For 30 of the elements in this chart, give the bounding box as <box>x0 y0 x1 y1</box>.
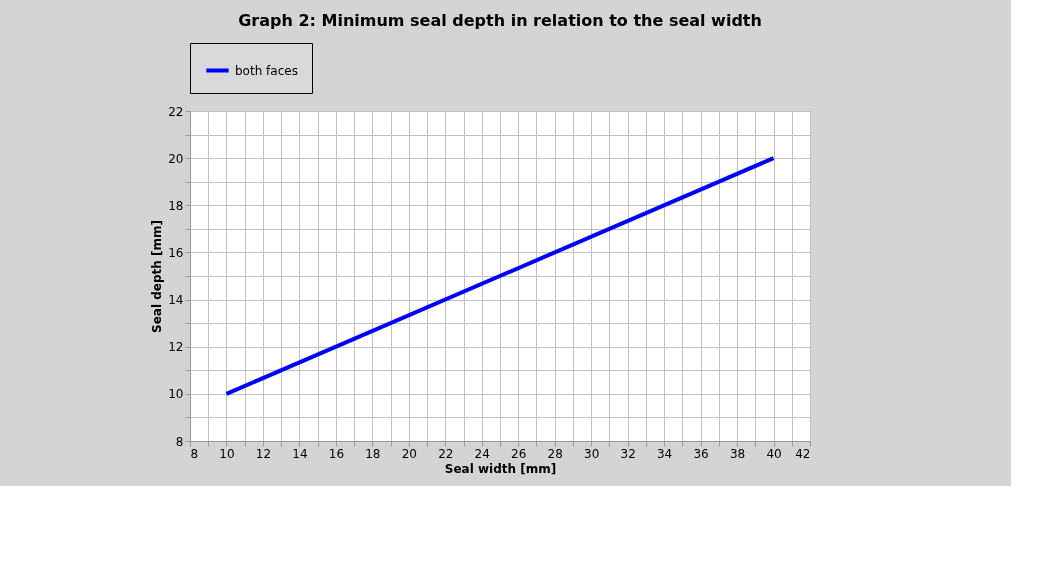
y-axis-title: Seal depth [mm] <box>150 220 165 333</box>
y-tick-label: 14 <box>168 293 184 308</box>
x-tick-label: 34 <box>656 446 673 461</box>
x-tick-label: 30 <box>584 446 600 461</box>
legend-label: both faces <box>235 63 298 78</box>
y-tick-label: 22 <box>168 104 184 119</box>
x-tick-label: 24 <box>474 446 490 461</box>
x-tick-label: 8 <box>190 446 199 461</box>
y-tick-label: 16 <box>168 245 184 260</box>
x-tick-label: 36 <box>693 446 709 461</box>
chart-title: Graph 2: Minimum seal depth in relation to the seal width <box>238 10 762 30</box>
y-tick-label: 12 <box>168 340 184 355</box>
x-tick-label: 10 <box>219 446 235 461</box>
y-tick-label: 20 <box>168 151 184 166</box>
x-tick-label: 22 <box>438 446 454 461</box>
x-tick-label: 14 <box>292 446 308 461</box>
x-tick-label: 18 <box>365 446 381 461</box>
x-tick-label: 32 <box>620 446 636 461</box>
y-tick-label: 18 <box>168 198 184 213</box>
x-tick-label: 42 <box>795 446 811 461</box>
y-tick-label: 10 <box>168 387 184 402</box>
y-tick-label: 8 <box>175 434 184 449</box>
x-tick-label: 40 <box>766 446 782 461</box>
x-tick-label: 26 <box>511 446 527 461</box>
x-tick-label: 38 <box>729 446 746 461</box>
x-tick-label: 28 <box>547 446 563 461</box>
x-tick-label: 20 <box>401 446 417 461</box>
x-tick-label: 16 <box>328 446 345 461</box>
x-axis-title: Seal width [mm] <box>444 461 557 476</box>
x-tick-label: 12 <box>255 446 272 461</box>
